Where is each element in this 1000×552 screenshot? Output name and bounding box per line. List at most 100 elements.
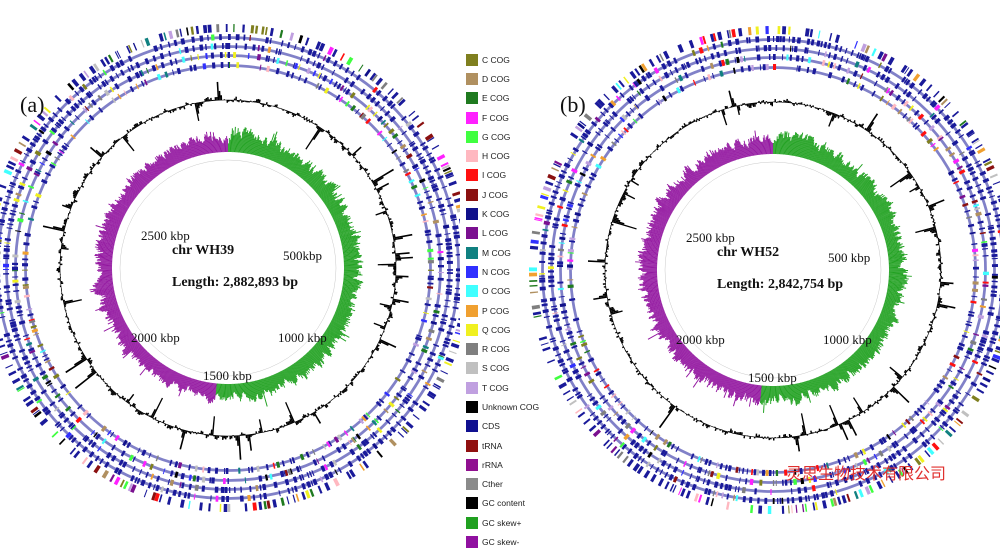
gene-mark <box>0 344 5 349</box>
gc-content-bar <box>209 99 211 101</box>
gc-content-bar <box>938 258 941 260</box>
gene-mark <box>773 470 774 476</box>
gene-mark <box>18 142 26 148</box>
gc-content-bar <box>617 332 620 334</box>
gc-content-bar <box>229 100 230 101</box>
gene-mark <box>279 30 283 38</box>
gene-mark <box>983 255 989 257</box>
gene-mark <box>589 425 597 432</box>
gene-mark <box>547 174 556 181</box>
gene-mark <box>741 66 744 72</box>
gene-mark <box>346 57 353 66</box>
gene-mark <box>567 279 573 280</box>
gene-mark <box>3 273 9 275</box>
gc-content-bar <box>769 438 771 440</box>
feature-rings <box>529 26 1000 514</box>
gc-content-bar <box>117 393 119 395</box>
gc-content-bar <box>938 260 941 262</box>
gene-mark <box>991 285 997 288</box>
gc-content-bar <box>231 100 232 101</box>
gc-content-bar <box>766 101 768 102</box>
gc-content-bar <box>853 397 863 412</box>
gene-mark <box>25 400 34 407</box>
gene-mark <box>4 285 10 289</box>
gene-mark <box>446 285 452 288</box>
gene-mark <box>70 448 76 455</box>
gc-content-bar <box>243 101 245 102</box>
gene-mark <box>13 283 19 286</box>
gene-mark <box>446 242 452 245</box>
gene-mark <box>23 286 29 289</box>
gene-mark <box>764 498 767 504</box>
gc-content-bar <box>603 273 605 275</box>
gc-content-bar <box>395 280 397 282</box>
gc-content-bar <box>776 102 777 103</box>
gc-content-bar <box>744 103 746 104</box>
gene-mark <box>413 414 420 420</box>
gene-mark <box>435 234 441 238</box>
gc-content-bar <box>886 146 888 148</box>
gene-mark <box>263 501 267 509</box>
gc-content-bar <box>798 103 800 104</box>
gc-content-bar <box>240 434 242 435</box>
gene-mark <box>249 486 251 492</box>
gene-mark <box>438 265 444 267</box>
gene-mark <box>261 26 265 34</box>
gene-mark <box>448 181 457 187</box>
gc-content-bar <box>784 434 786 438</box>
gene-mark <box>810 29 814 37</box>
gc-content-bar <box>777 437 778 438</box>
gene-mark <box>199 35 203 41</box>
gc-content-bar <box>660 145 662 147</box>
gc-content-bar <box>890 172 911 187</box>
gene-mark <box>267 47 271 53</box>
gc-skew-positive <box>344 267 362 268</box>
gene-mark <box>265 27 268 35</box>
gc-content-bar <box>222 436 224 440</box>
gene-mark <box>0 245 1 247</box>
gc-content-bar <box>127 394 134 403</box>
gene-mark <box>992 281 998 283</box>
gc-content-bar <box>392 243 394 245</box>
gene-mark <box>768 506 772 514</box>
gene-mark <box>753 469 756 475</box>
gene-mark <box>808 57 812 63</box>
gc-content-bar <box>795 102 797 103</box>
gene-mark <box>663 51 670 60</box>
gc-content-bar <box>215 435 217 438</box>
gc-content-bar <box>766 438 768 439</box>
gc-content-bar <box>396 261 397 262</box>
gene-mark <box>705 497 710 505</box>
gene-mark <box>549 285 555 288</box>
gc-skew-positive <box>228 143 229 152</box>
gene-mark <box>226 24 228 32</box>
gene-mark <box>791 497 794 503</box>
gc-content-bar <box>90 147 102 158</box>
gene-mark <box>750 505 753 513</box>
gene-mark <box>990 237 996 241</box>
gene-mark <box>649 59 655 67</box>
gene-mark <box>762 470 765 476</box>
gc-content-bar <box>376 183 389 191</box>
gene-mark <box>554 374 562 380</box>
gc-content-bar <box>604 276 605 278</box>
gene-mark <box>698 495 702 503</box>
gene-mark <box>376 450 383 457</box>
gene-mark <box>216 24 219 32</box>
gc-content-bar <box>635 368 637 370</box>
gene-mark <box>258 502 262 510</box>
gene-mark <box>567 268 573 270</box>
gene-mark <box>433 220 440 224</box>
gc-content-bar <box>61 237 63 239</box>
gene-mark <box>3 269 9 270</box>
gc-content-bar <box>232 435 233 436</box>
gene-mark <box>456 204 460 209</box>
gc-content-bar <box>235 436 237 441</box>
gene-mark <box>4 291 10 293</box>
gene-mark <box>381 82 388 90</box>
gc-content-bar <box>758 435 760 438</box>
gene-mark <box>221 62 224 68</box>
gene-mark <box>758 45 760 51</box>
gc-content-bar <box>305 127 320 150</box>
gene-mark <box>12 267 18 270</box>
